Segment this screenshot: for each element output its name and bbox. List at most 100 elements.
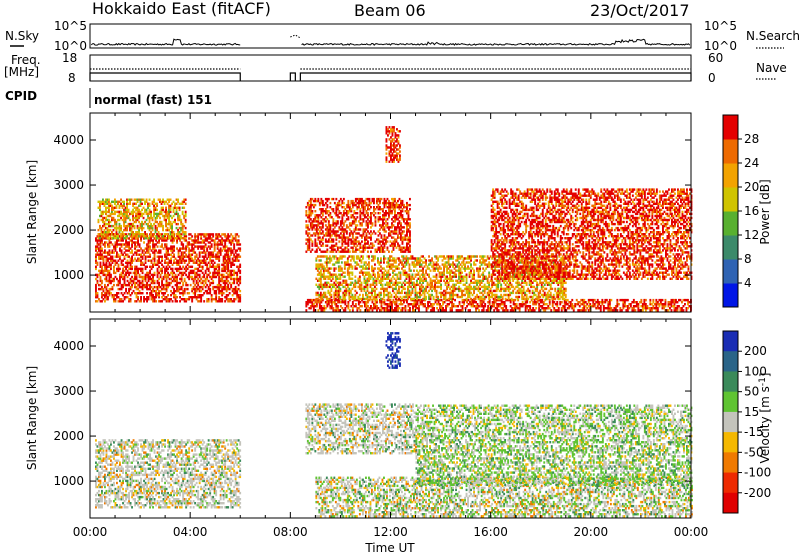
power-echo-cell [153,198,155,201]
power-echo-cell [108,224,110,228]
power-echo-cell [104,277,106,281]
power-echo-cell [140,267,142,271]
power-echo-cell [139,212,142,216]
power-echo-cell [218,283,221,287]
power-echo-cell [160,208,163,212]
power-echo-cell [195,287,198,291]
power-echo-cell [327,232,330,235]
power-echo-cell [377,275,379,278]
power-echo-cell [138,235,140,238]
power-echo-cell [215,237,218,240]
power-echo-cell [99,237,101,240]
power-echo-cell [174,257,177,260]
power-echo-cell [385,242,387,245]
power-echo-cell [400,303,402,306]
power-echo-cell [393,146,395,149]
power-echo-cell [138,259,141,262]
power-echo-cell [170,298,172,301]
power-echo-cell [96,300,99,303]
power-echo-cell [598,303,601,306]
power-echo-cell [368,222,371,225]
power-echo-cell [358,259,361,262]
power-echo-cell [322,265,325,268]
power-echo-cell [366,273,369,276]
power-echo-cell [368,277,370,280]
power-echo-cell [212,271,215,275]
power-echo-cell [332,220,335,223]
power-echo-cell [390,140,392,143]
power-echo-cell [337,273,340,276]
power-echo-cell [311,298,314,302]
power-echo-cell [589,305,592,308]
power-echo-cell [152,233,154,236]
power-echo-cell [352,255,355,258]
power-echo-cell [184,214,187,218]
power-echo-cell [566,298,569,302]
power-echo-cell [216,257,219,260]
power-echo-cell [198,265,201,268]
power-echo-cell [386,218,389,221]
power-echo-cell [122,233,124,236]
power-echo-cell [210,251,213,254]
power-echo-cell [343,265,346,268]
power-echo-cell [469,303,471,306]
power-echo-cell [118,222,121,226]
power-echo-cell [326,230,329,233]
power-echo-cell [572,309,575,312]
power-echo-cell [500,303,503,306]
power-echo-cell [164,235,166,238]
power-echo-cell [222,292,225,295]
power-echo-cell [524,303,527,306]
power-echo-cell [165,287,168,291]
power-echo-cell [314,244,317,247]
power-echo-cell [166,210,169,214]
power-echo-cell [319,293,322,297]
power-echo-cell [644,303,647,306]
power-echo-cell [387,128,389,131]
power-echo-cell [126,275,129,279]
power-echo-cell [179,285,181,289]
power-echo-cell [661,298,664,302]
power-echo-cell [521,305,524,308]
power-echo-cell [133,206,136,209]
power-echo-cell [156,269,159,273]
power-echo-cell [219,249,222,252]
power-echo-cell [129,235,132,238]
power-echo-cell [345,232,348,235]
power-echo-cell [200,247,203,250]
power-echo-cell [231,287,234,291]
power-echo-cell [460,305,462,308]
power-echo-cell [383,261,385,264]
power-echo-cell [334,291,337,295]
power-echo-cell [365,297,367,301]
power-echo-cell [394,309,396,312]
power-echo-cell [152,279,154,283]
power-echo-cell [354,240,357,243]
power-echo-cell [318,255,321,258]
power-echo-cell [391,222,393,225]
power-echo-cell [398,222,401,225]
power-echo-cell [152,265,154,268]
power-echo-cell [344,303,347,306]
power-echo-cell [364,230,366,233]
power-echo-cell [144,267,147,271]
power-echo-cell [216,243,219,246]
power-echo-cell [374,218,377,221]
power-echo-cell [509,305,512,308]
power-echo-cell [394,220,396,223]
power-echo-cell [418,298,420,302]
power-echo-cell [371,232,374,235]
power-echo-cell [203,245,206,248]
power-echo-cell [374,281,376,284]
power-echo-cell [152,298,154,301]
power-echo-cell [120,300,123,303]
power-echo-cell [168,277,171,281]
power-echo-cell [177,212,179,216]
power-echo-cell [216,241,219,244]
power-echo-cell [500,307,503,310]
power-echo-cell [628,303,631,306]
power-echo-cell [98,287,100,291]
power-echo-cell [382,208,384,211]
power-echo-cell [236,294,239,297]
